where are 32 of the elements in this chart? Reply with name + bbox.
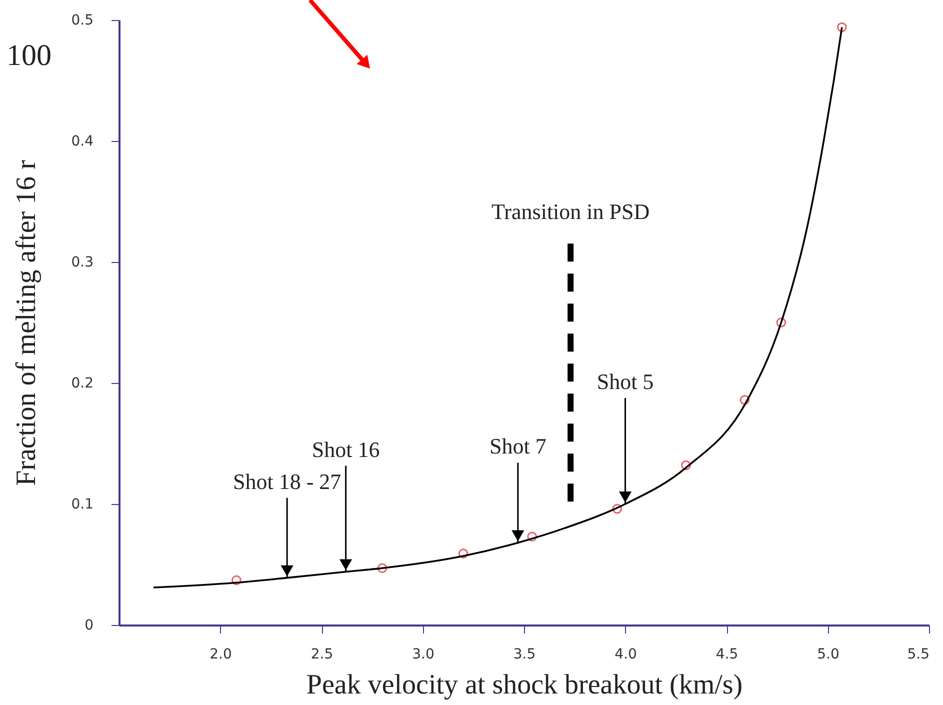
point [377,563,388,574]
y-tick-label: 0.4 [71,134,94,150]
annotation: Shot 18 - 27 [232,468,342,494]
y-tick-label: 0 [84,618,94,634]
x-axis-title: Peak velocity at shock breakout (km/s) [306,670,743,700]
point [776,318,786,328]
annotation: Shot 7 [489,434,546,459]
text: 100 [6,39,52,72]
point [612,504,622,514]
line-series [152,26,843,588]
annotation: Shot 5 [596,369,654,394]
y-axis-title: Fraction of melting after 16 r [11,159,42,486]
point [681,460,691,470]
point [836,22,847,32]
point [740,395,750,405]
x-tick-label: 5.0 [817,646,840,662]
x-tick-label: 2.0 [210,646,232,662]
y-tick-label: 0.5 [71,12,94,28]
point [232,575,242,586]
y-tick-label: 0.3 [71,254,94,270]
annotation: Shot 16 [312,436,380,462]
x-tick-label: 3.5 [513,646,536,662]
y-tick-label: 0.2 [71,376,94,392]
y-tick-label: 0.1 [71,496,94,512]
x-tick-label: 4.0 [614,646,637,662]
x-tick-label: 4.5 [716,646,738,662]
x-tick-label: 3.0 [412,646,434,662]
point [458,548,468,559]
annotation: Transition in PSD [492,198,650,224]
x-tick-label: 2.5 [310,646,334,662]
x-tick-label: 5.5 [907,646,930,662]
point [527,532,538,542]
